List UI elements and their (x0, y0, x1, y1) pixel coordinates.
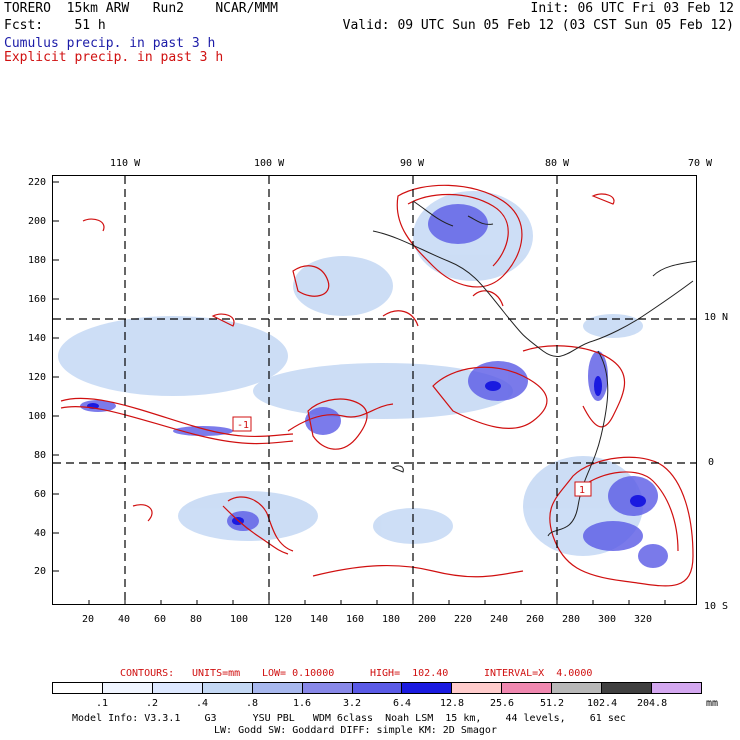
x-tick-label: 120 (274, 614, 293, 625)
explicit-precip-contours (60, 184, 694, 587)
x-tick-label: 80 (190, 614, 203, 625)
model-info-physics: LW: Godd SW: Goddard DIFF: simple KM: 2D… (214, 725, 497, 736)
forecast-hour: Fcst: 51 h (4, 18, 106, 33)
y-tick-label: 60 (34, 489, 47, 500)
lon-label: 80 W (545, 158, 570, 169)
colorbar-cell (502, 683, 553, 693)
x-tick-label: 60 (154, 614, 167, 625)
colorbar-tick-label: .1 (96, 698, 109, 709)
x-tick-label: 180 (382, 614, 401, 625)
x-tick-label: 240 (490, 614, 509, 625)
x-tick-label: 160 (346, 614, 365, 625)
colorbar-cell (202, 683, 253, 693)
valid-time: Valid: 09 UTC Sun 05 Feb 12 (03 CST Sun … (342, 18, 734, 33)
colorbar (52, 682, 702, 694)
model-title: TORERO 15km ARW Run2 NCAR/MMM (4, 1, 278, 16)
colorbar-cell (102, 683, 153, 693)
init-time: Init: 06 UTC Fri 03 Feb 12 (530, 1, 735, 16)
colorbar-tick-label: 1.6 (293, 698, 312, 709)
colorbar-tick-label: 102.4 (587, 698, 618, 709)
x-tick-label: 140 (310, 614, 329, 625)
colorbar-tick-label: 204.8 (637, 698, 668, 709)
colorbar-cell (552, 683, 603, 693)
low-marker: -1 (232, 416, 252, 432)
x-tick-label: 280 (562, 614, 581, 625)
x-tick-label: 20 (82, 614, 95, 625)
contour-interval: INTERVAL=X 4.0000 (484, 668, 593, 679)
lat-label: 0 (708, 457, 715, 468)
x-tick-label: 200 (418, 614, 437, 625)
cumulus-precip-light (58, 191, 643, 556)
y-tick-label: 140 (28, 333, 47, 344)
colorbar-cell (652, 683, 701, 693)
colorbar-tick-label: .2 (146, 698, 159, 709)
x-tick-label: 40 (118, 614, 131, 625)
lat-lon-grid (53, 176, 696, 604)
contour-low: LOW= 0.10000 (262, 668, 335, 679)
colorbar-tick-label: 6.4 (393, 698, 412, 709)
y-tick-label: 100 (28, 411, 47, 422)
model-info: Model Info: V3.3.1 G3 YSU PBL WDM 6class… (72, 713, 626, 724)
precip-map: -1 1 (52, 175, 697, 605)
x-tick-label: 100 (230, 614, 249, 625)
colorbar-tick-label: 3.2 (343, 698, 362, 709)
y-tick-label: 160 (28, 294, 47, 305)
y-tick-label: 220 (28, 177, 47, 188)
x-tick-label: 260 (526, 614, 545, 625)
axis-ticks (53, 181, 666, 604)
svg-text:-1: -1 (237, 420, 249, 431)
field-label-cumulus: Cumulus precip. in past 3 h (4, 36, 216, 51)
y-tick-label: 20 (34, 566, 47, 577)
colorbar-cell (602, 683, 653, 693)
colorbar-cell (402, 683, 453, 693)
y-tick-label: 40 (34, 528, 47, 539)
colorbar-tick-label: .4 (196, 698, 209, 709)
lon-label: 70 W (688, 158, 713, 169)
contour-label: CONTOURS: (120, 668, 175, 679)
y-tick-label: 200 (28, 216, 47, 227)
colorbar-cell (352, 683, 403, 693)
lat-label: 10 N (704, 312, 729, 323)
colorbar-cell (53, 683, 103, 693)
svg-text:1: 1 (579, 485, 585, 496)
colorbar-tick-label: .8 (246, 698, 259, 709)
colorbar-unit: mm (706, 698, 719, 709)
lat-label: 10 S (704, 601, 729, 612)
colorbar-tick-label: 12.8 (440, 698, 465, 709)
colorbar-tick-label: 51.2 (540, 698, 565, 709)
y-tick-label: 80 (34, 450, 47, 461)
colorbar-cell (252, 683, 303, 693)
cumulus-precip-heavy (80, 204, 668, 568)
colorbar-cell (452, 683, 503, 693)
x-tick-label: 320 (634, 614, 653, 625)
x-tick-label: 300 (598, 614, 617, 625)
contour-high: HIGH= 102.40 (370, 668, 449, 679)
colorbar-cell (152, 683, 203, 693)
coastline (372, 200, 696, 537)
y-tick-label: 120 (28, 372, 47, 383)
lon-label: 90 W (400, 158, 425, 169)
y-tick-label: 180 (28, 255, 47, 266)
low-marker: 1 (574, 481, 592, 497)
x-tick-label: 220 (454, 614, 473, 625)
field-label-explicit: Explicit precip. in past 3 h (4, 50, 224, 65)
colorbar-cell (302, 683, 353, 693)
lon-label: 110 W (110, 158, 141, 169)
lon-label: 100 W (254, 158, 285, 169)
colorbar-tick-label: 25.6 (490, 698, 515, 709)
contour-units: UNITS=mm (192, 668, 241, 679)
